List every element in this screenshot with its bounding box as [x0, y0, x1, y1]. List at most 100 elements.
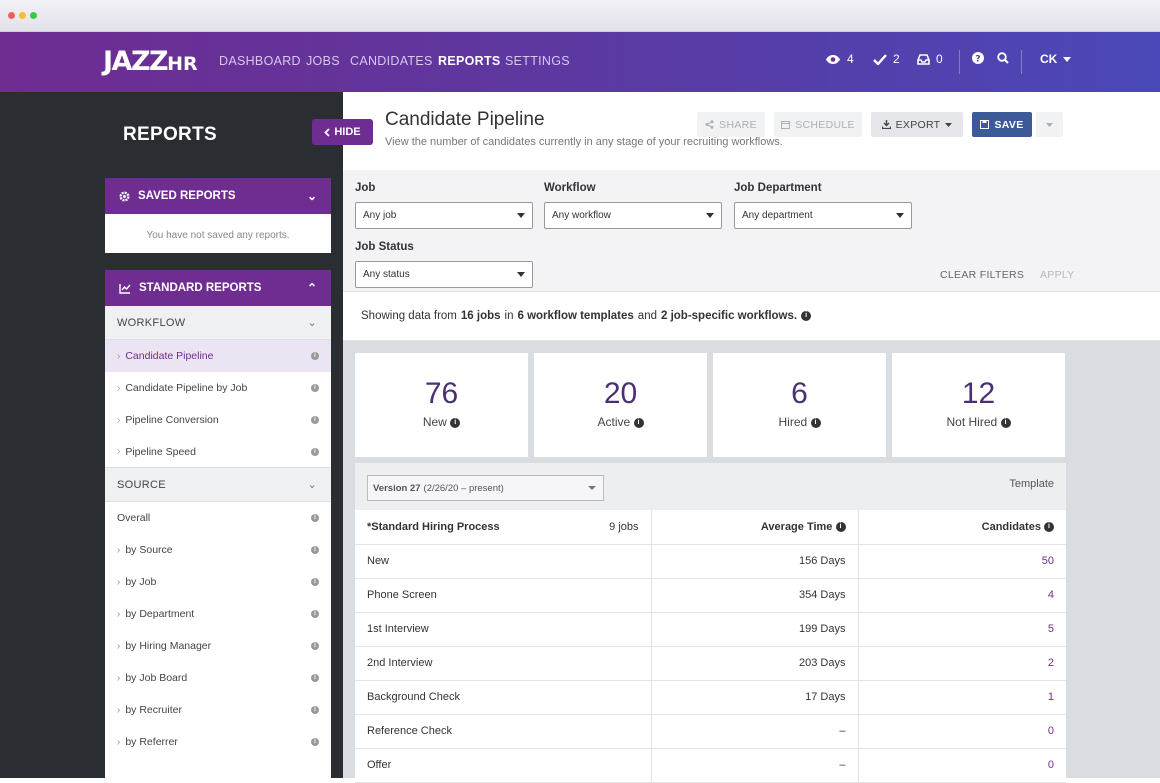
- info-icon[interactable]: i: [311, 447, 319, 456]
- job-filter-label: Job: [355, 182, 376, 194]
- saved-reports-header[interactable]: SAVED REPORTS ⌄: [105, 178, 331, 214]
- sidebar-item-by-source[interactable]: › by Source i: [105, 534, 331, 566]
- job-filter-select[interactable]: Any job: [355, 202, 533, 229]
- inbox-indicator[interactable]: 0: [917, 52, 943, 66]
- candidate-count[interactable]: 5: [857, 612, 1066, 647]
- save-label: SAVE: [994, 118, 1024, 131]
- hide-sidebar-button[interactable]: HIDE: [312, 119, 373, 145]
- info-icon[interactable]: i: [311, 706, 319, 714]
- table-row: 2nd Interview 203 Days 2: [355, 646, 1066, 681]
- export-button[interactable]: EXPORT: [871, 112, 963, 137]
- sidebar-item-label: Candidate Pipeline: [125, 350, 214, 362]
- stage-name: Phone Screen: [355, 578, 651, 613]
- close-window-dot[interactable]: [8, 12, 15, 19]
- info-icon[interactable]: i: [311, 674, 319, 682]
- sidebar-item-pipeline-speed[interactable]: › Pipeline Speed i: [105, 436, 331, 468]
- nav-dashboard[interactable]: DASHBOARD: [219, 54, 301, 68]
- search-button[interactable]: [997, 52, 1009, 64]
- workflow-group-header[interactable]: WORKFLOW ⌄: [105, 306, 331, 340]
- chevron-right-icon: ›: [117, 640, 121, 652]
- info-icon[interactable]: i: [1044, 521, 1054, 532]
- sidebar-item-by-hiring-manager[interactable]: › by Hiring Manager i: [105, 630, 331, 662]
- sidebar-item-label: by Recruiter: [125, 704, 182, 716]
- sidebar-item-by-job[interactable]: › by Job i: [105, 566, 331, 598]
- info-icon[interactable]: i: [311, 384, 319, 392]
- info-icon[interactable]: i: [801, 311, 812, 321]
- avg-time-header[interactable]: Average Time i: [650, 510, 858, 545]
- info-icon[interactable]: i: [311, 610, 319, 618]
- jazzhr-logo[interactable]: JAZZHR: [103, 46, 198, 77]
- clear-filters-button[interactable]: CLEAR FILTERS: [940, 269, 1025, 281]
- user-initials: CK: [1040, 52, 1058, 66]
- info-icon[interactable]: i: [835, 521, 846, 532]
- source-group-header[interactable]: SOURCE ⌄: [105, 468, 331, 502]
- standard-reports-header[interactable]: STANDARD REPORTS ⌃: [105, 270, 331, 306]
- apply-filters-button[interactable]: APPLY: [1040, 269, 1075, 281]
- nav-settings[interactable]: SETTINGS: [505, 54, 570, 68]
- status-filter-select[interactable]: Any status: [355, 261, 533, 288]
- search-icon: [997, 52, 1009, 64]
- sidebar-item-by-department[interactable]: › by Department i: [105, 598, 331, 630]
- column-label: Average Time: [760, 520, 833, 533]
- info-icon[interactable]: i: [450, 417, 461, 428]
- nav-reports[interactable]: REPORTS: [438, 54, 501, 68]
- chevron-up-icon: ⌃: [306, 281, 317, 295]
- candidate-count[interactable]: 2: [857, 646, 1066, 681]
- candidate-count[interactable]: 50: [857, 544, 1066, 579]
- standard-reports-panel: STANDARD REPORTS ⌃ WORKFLOW ⌄ › Candidate …: [105, 270, 331, 778]
- sidebar-item-candidate-pipeline-by-job[interactable]: › Candidate Pipeline by Job i: [105, 372, 331, 404]
- tasks-indicator[interactable]: 2: [873, 52, 900, 66]
- candidate-count[interactable]: 4: [857, 578, 1066, 613]
- info-icon[interactable]: i: [311, 514, 319, 522]
- save-options-button[interactable]: [1036, 112, 1063, 137]
- sidebar-item-overall[interactable]: Overall i: [105, 502, 331, 534]
- help-button[interactable]: ?: [972, 52, 984, 64]
- schedule-button[interactable]: SCHEDULE: [774, 112, 862, 137]
- minimize-window-dot[interactable]: [19, 12, 26, 19]
- chevron-right-icon: ›: [117, 350, 121, 362]
- chevron-down-icon: ⌄: [306, 189, 317, 203]
- info-icon[interactable]: i: [311, 416, 319, 424]
- info-icon[interactable]: i: [633, 417, 644, 428]
- summary-text: and: [637, 310, 657, 322]
- average-time: 354 Days: [650, 578, 858, 613]
- stat-card-new: 76 New i: [355, 353, 528, 457]
- stage-name: New: [355, 544, 651, 579]
- user-menu[interactable]: CK: [1040, 52, 1072, 66]
- version-select[interactable]: Version 27 (2/26/20 – present): [367, 475, 604, 501]
- stat-value: 12: [961, 377, 996, 410]
- sidebar-item-pipeline-conversion[interactable]: › Pipeline Conversion i: [105, 404, 331, 436]
- share-button[interactable]: SHARE: [697, 112, 765, 137]
- summary-text: in: [504, 310, 514, 322]
- standard-reports-title: STANDARD REPORTS: [139, 282, 262, 294]
- workflow-filter-select[interactable]: Any workflow: [544, 202, 722, 229]
- summary-specific-workflows: 2 job-specific workflows.: [660, 310, 798, 322]
- nav-jobs[interactable]: JOBS: [306, 54, 340, 68]
- info-icon[interactable]: i: [311, 738, 319, 746]
- info-icon[interactable]: i: [311, 546, 319, 554]
- info-icon[interactable]: i: [311, 578, 319, 586]
- nav-candidates[interactable]: CANDIDATES: [350, 54, 433, 68]
- caret-down-icon: [517, 272, 525, 277]
- sidebar-item-by-recruiter[interactable]: › by Recruiter i: [105, 694, 331, 726]
- top-navigation: JAZZHR DASHBOARD JOBS CANDIDATES REPORTS…: [0, 32, 1160, 92]
- filters-panel: Job Any job Workflow Any workflow Job De…: [343, 170, 1160, 292]
- save-button[interactable]: SAVE: [972, 112, 1032, 137]
- sidebar-item-by-job-board[interactable]: › by Job Board i: [105, 662, 331, 694]
- sidebar-item-candidate-pipeline[interactable]: › Candidate Pipeline i: [105, 340, 331, 372]
- candidate-count[interactable]: 0: [857, 748, 1066, 783]
- gear-icon: [119, 190, 130, 202]
- watching-indicator[interactable]: 4: [825, 52, 854, 66]
- candidate-count[interactable]: 1: [857, 680, 1066, 715]
- info-icon[interactable]: i: [1000, 417, 1011, 428]
- department-filter-select[interactable]: Any department: [734, 202, 912, 229]
- candidates-header[interactable]: Candidates i: [857, 510, 1066, 545]
- candidate-count[interactable]: 0: [857, 714, 1066, 749]
- sidebar-title: REPORTS: [123, 124, 217, 145]
- info-icon[interactable]: i: [311, 352, 319, 360]
- info-icon[interactable]: i: [810, 417, 821, 428]
- maximize-window-dot[interactable]: [30, 12, 37, 19]
- info-icon[interactable]: i: [311, 642, 319, 650]
- version-bar: Version 27 (2/26/20 – present) Template: [355, 463, 1066, 510]
- sidebar-item-by-referrer[interactable]: › by Referrer i: [105, 726, 331, 758]
